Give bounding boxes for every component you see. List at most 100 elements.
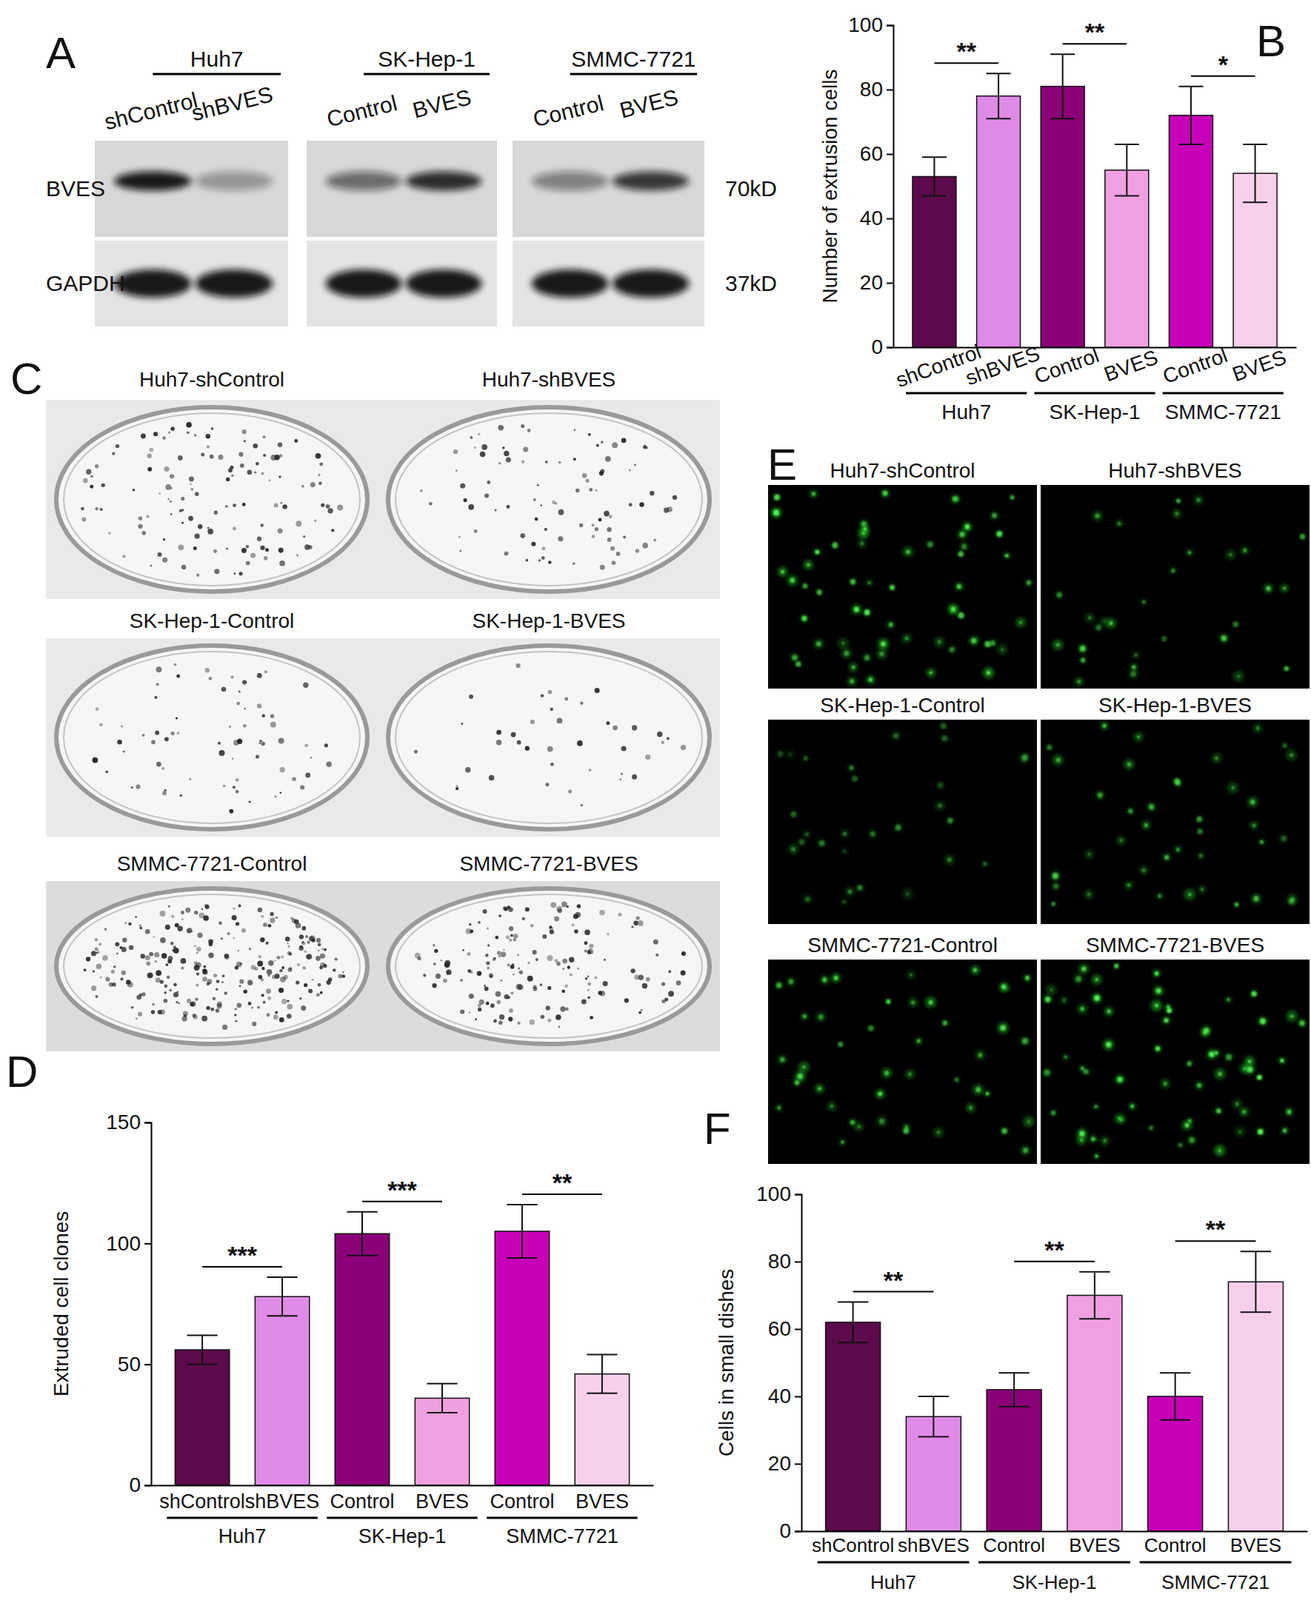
colony [190, 488, 194, 492]
colony [653, 939, 659, 946]
colony [672, 495, 677, 500]
cell-glow [1196, 828, 1203, 835]
cell-glow [1185, 1059, 1194, 1068]
colony [612, 725, 618, 732]
x-tick: BVES [1068, 1534, 1120, 1557]
colony [99, 976, 103, 980]
colony [140, 434, 146, 440]
cell-glow [1250, 990, 1258, 998]
colony [496, 951, 501, 955]
colony [232, 937, 235, 940]
colony [486, 480, 491, 485]
cell [1051, 1111, 1056, 1116]
plate-inner-rim [395, 651, 703, 824]
error-cap [1050, 53, 1075, 55]
blot-membrane [512, 140, 705, 238]
colony [261, 993, 265, 997]
colony [680, 970, 686, 976]
colony [194, 961, 198, 965]
colony [278, 988, 284, 994]
colony [474, 1018, 477, 1021]
colony [520, 424, 525, 429]
colony [204, 905, 209, 910]
colony [257, 673, 263, 679]
colony [288, 953, 292, 957]
cell [806, 563, 810, 567]
cell-glow [1076, 1128, 1088, 1140]
colony [477, 433, 480, 436]
colony [267, 924, 272, 929]
x-axis: shControlshBVESControlBVESControlBVES [151, 1486, 655, 1514]
colony [558, 1026, 561, 1029]
colony [531, 542, 536, 547]
colony [238, 691, 241, 694]
colony [165, 925, 171, 931]
cell [1247, 1067, 1254, 1074]
plate-title: SMMC-7721-BVES [459, 852, 638, 876]
colony [278, 738, 285, 745]
cell-glow [831, 973, 842, 984]
colony [319, 953, 326, 960]
cell-glow [1099, 721, 1109, 731]
colony [434, 949, 438, 954]
cell [1056, 757, 1061, 763]
colony [121, 971, 126, 976]
colony [494, 936, 499, 940]
y-tick-mark [794, 1262, 802, 1264]
cell-glow [848, 662, 859, 673]
colony [540, 1015, 545, 1020]
cell [985, 1092, 989, 1096]
colony [232, 785, 236, 789]
x-tick-label: BVES [575, 1490, 629, 1514]
colony [510, 991, 514, 995]
y-tick: 0 [779, 1519, 802, 1543]
cell-glow [860, 525, 870, 535]
colony [288, 968, 293, 973]
colony [575, 488, 580, 493]
colony [295, 980, 300, 985]
colony [99, 722, 103, 726]
cell [1117, 522, 1121, 526]
colony [548, 560, 552, 564]
colony [311, 938, 315, 943]
cell [1144, 823, 1149, 828]
size-label: 37kD [725, 271, 777, 296]
cell-glow [891, 731, 901, 741]
colony [248, 1002, 252, 1006]
error-cap [1240, 1251, 1272, 1253]
cell [1196, 816, 1203, 823]
cell [802, 1015, 806, 1019]
colony [257, 703, 263, 709]
cell [1256, 726, 1260, 731]
y-tick: 100 [848, 13, 894, 37]
cell-glow [816, 839, 826, 849]
x-tick-label: shControl [159, 1490, 246, 1514]
colony [306, 941, 310, 945]
colony [225, 505, 229, 509]
x-tick-label: BVES [1229, 345, 1290, 387]
cell-glow [1128, 1102, 1137, 1111]
colony [503, 451, 509, 457]
colony [208, 676, 213, 681]
cell-glow [1162, 853, 1172, 862]
colony [527, 428, 532, 433]
cell [1248, 1059, 1252, 1064]
colony [576, 904, 582, 909]
colony [462, 498, 467, 503]
colony [154, 952, 160, 958]
colony [637, 920, 644, 927]
plot-area [912, 54, 1277, 348]
colony [151, 1010, 155, 1014]
colony [319, 991, 323, 995]
cell [1286, 1110, 1292, 1115]
colony [499, 1014, 505, 1020]
error-cap [346, 1255, 378, 1257]
error-stem [997, 73, 1000, 119]
colony [666, 737, 670, 741]
cell-glow [1084, 612, 1096, 624]
blot-band [531, 171, 609, 192]
cell-glow [802, 830, 812, 839]
cell [805, 897, 810, 903]
cell-glow [1183, 888, 1196, 901]
cell [1218, 1149, 1222, 1153]
